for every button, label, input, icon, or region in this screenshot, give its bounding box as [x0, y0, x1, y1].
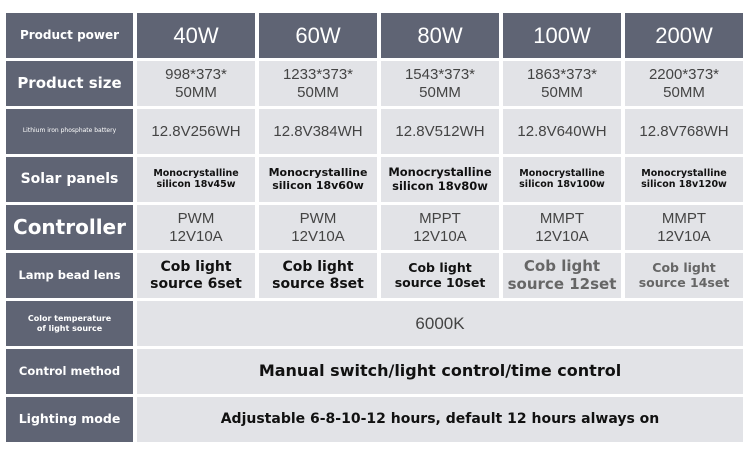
row-label-product-power: Product power	[6, 13, 133, 58]
cell-solar: Monocrystalline silicon 18v120w	[625, 157, 743, 202]
column-40w: 40W	[137, 13, 255, 58]
cell-controller: PWM 12V10A	[259, 205, 377, 250]
cell-size: 2200*373* 50MM	[625, 61, 743, 106]
cell-controller: MMPT 12V10A	[625, 205, 743, 250]
row-label-control-method: Control method	[6, 349, 133, 394]
row-label-solar-panels: Solar panels	[6, 157, 133, 202]
row-label-controller: Controller	[6, 205, 133, 250]
spec-table: Product power 40W 60W 80W 100W 200W Prod…	[6, 13, 743, 442]
cell-solar: Monocrystalline silicon 18v60w	[259, 157, 377, 202]
row-label-color-temperature: Color temperature of light source	[6, 301, 133, 346]
cell-controller: MPPT 12V10A	[381, 205, 499, 250]
row-label-lighting-mode: Lighting mode	[6, 397, 133, 442]
cell-size: 998*373* 50MM	[137, 61, 255, 106]
cell-size: 1863*373* 50MM	[503, 61, 621, 106]
cell-control-method: Manual switch/light control/time control	[137, 349, 743, 394]
cell-lens: Cob light source 12set	[503, 253, 621, 298]
cell-solar: Monocrystalline silicon 18v100w	[503, 157, 621, 202]
row-label-lamp-bead-lens: Lamp bead lens	[6, 253, 133, 298]
cell-size: 1233*373* 50MM	[259, 61, 377, 106]
cell-battery: 12.8V256WH	[137, 109, 255, 154]
cell-battery: 12.8V384WH	[259, 109, 377, 154]
column-200w: 200W	[625, 13, 743, 58]
cell-battery: 12.8V512WH	[381, 109, 499, 154]
cell-lens: Cob light source 8set	[259, 253, 377, 298]
row-label-battery: Lithium iron phosphate battery	[6, 109, 133, 154]
cell-color-temperature: 6000K	[137, 301, 743, 346]
cell-solar: Monocrystalline silicon 18v45w	[137, 157, 255, 202]
column-80w: 80W	[381, 13, 499, 58]
cell-battery: 12.8V640WH	[503, 109, 621, 154]
cell-battery: 12.8V768WH	[625, 109, 743, 154]
cell-lens: Cob light source 14set	[625, 253, 743, 298]
cell-lighting-mode: Adjustable 6-8-10-12 hours, default 12 h…	[137, 397, 743, 442]
column-60w: 60W	[259, 13, 377, 58]
cell-controller: PWM 12V10A	[137, 205, 255, 250]
cell-lens: Cob light source 10set	[381, 253, 499, 298]
cell-size: 1543*373* 50MM	[381, 61, 499, 106]
cell-lens: Cob light source 6set	[137, 253, 255, 298]
column-100w: 100W	[503, 13, 621, 58]
cell-solar: Monocrystalline silicon 18v80w	[381, 157, 499, 202]
row-label-product-size: Product size	[6, 61, 133, 106]
cell-controller: MMPT 12V10A	[503, 205, 621, 250]
